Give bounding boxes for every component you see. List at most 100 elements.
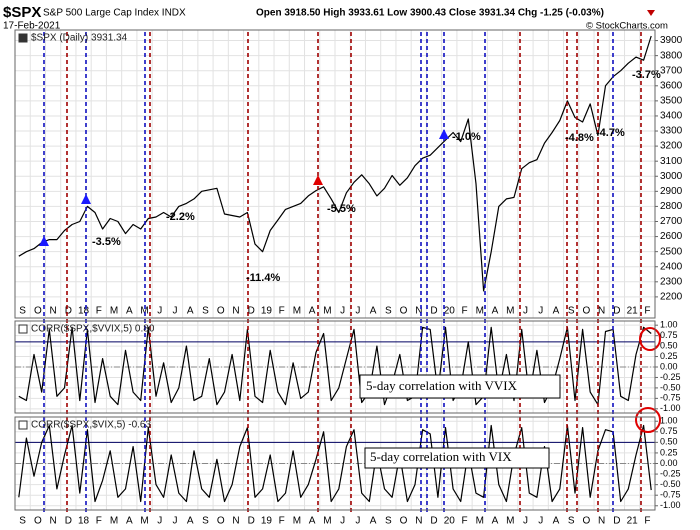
annotation-box <box>359 374 561 399</box>
panel-legend: $SPX (Daily) 3931.34 <box>31 33 128 44</box>
x-tick-label: J <box>157 516 162 527</box>
x-tick-label: J <box>355 516 360 527</box>
signal-triangle <box>439 129 449 139</box>
x-tick-label: J <box>173 306 178 317</box>
drawdown-label: -3.5% <box>92 236 121 248</box>
y-tick-label: -0.75 <box>660 393 681 403</box>
x-tick-label: S <box>568 306 575 317</box>
x-tick-label: S <box>19 306 26 317</box>
legend-icon <box>18 324 28 334</box>
x-tick-label: F <box>461 516 467 527</box>
y-tick-label: 3000 <box>660 171 683 182</box>
x-tick-label: A <box>126 516 133 527</box>
x-tick-label: A <box>492 516 499 527</box>
series-line <box>18 35 652 292</box>
highlight-circle <box>639 327 661 351</box>
signal-overlay: -3.5% -2.2% -11.4% -5.5% -1.0% -4.8% -4.… <box>39 32 661 512</box>
drawdown-label: -5.5% <box>327 203 356 215</box>
x-tick-label: M <box>293 306 301 317</box>
x-tick-label: A <box>309 516 316 527</box>
x-tick-label: A <box>553 516 560 527</box>
x-tick-label: O <box>400 306 408 317</box>
drawdown-label: -1.0% <box>452 131 481 143</box>
symbol: $SPX <box>3 4 41 21</box>
y-tick-label: 0.75 <box>660 426 678 436</box>
x-tick-label: S <box>202 306 209 317</box>
y-tick-label: 0.00 <box>660 361 678 371</box>
x-tick-label: S <box>19 516 26 527</box>
x-tick-label: J <box>340 306 345 317</box>
y-tick-label: -0.50 <box>660 479 681 489</box>
y-tick-label: 2500 <box>660 246 683 257</box>
x-tick-label: S <box>202 516 209 527</box>
x-tick-label: A <box>370 306 377 317</box>
y-tick-label: 2800 <box>660 201 683 212</box>
x-tick-label: A <box>553 306 560 317</box>
x-tick-label: O <box>34 306 42 317</box>
y-tick-label: 3100 <box>660 156 683 167</box>
x-tick-label: 18 <box>78 516 90 527</box>
date: 17-Feb-2021 <box>3 21 61 32</box>
y-tick-label: 3300 <box>660 126 683 137</box>
y-tick-label: 3700 <box>660 65 683 76</box>
x-tick-label: 18 <box>78 306 90 317</box>
x-tick-label: N <box>415 516 422 527</box>
x-tick-label: M <box>293 516 301 527</box>
x-tick-label: D <box>248 516 255 527</box>
x-tick-label: J <box>173 516 178 527</box>
x-tick-label: D <box>613 516 620 527</box>
x-tick-label: A <box>187 516 194 527</box>
y-tick-label: 0.25 <box>660 351 678 361</box>
drawdown-label: -11.4% <box>246 272 280 284</box>
x-tick-label: O <box>217 516 225 527</box>
y-tick-label: 2400 <box>660 261 683 272</box>
x-tick-label: J <box>157 306 162 317</box>
x-tick-label: A <box>370 516 377 527</box>
x-tick-label: F <box>96 516 102 527</box>
y-tick-label: 0.50 <box>660 340 678 350</box>
y-tick-label: 3200 <box>660 141 683 152</box>
y-tick-label: 3900 <box>660 35 683 46</box>
y-tick-label: 0.75 <box>660 330 678 340</box>
y-tick-label: 3400 <box>660 111 683 122</box>
legend-icon <box>18 420 28 430</box>
x-tick-label: S <box>385 306 392 317</box>
x-tick-label: O <box>583 516 591 527</box>
x-tick-label: M <box>506 306 514 317</box>
x-tick-label: S <box>385 516 392 527</box>
y-tick-label: 2200 <box>660 292 683 303</box>
quote: Open 3918.50 High 3933.61 Low 3900.43 Cl… <box>256 8 604 19</box>
drawdown-label: -3.7% <box>632 69 661 81</box>
annotation-box <box>364 447 550 469</box>
y-tick-label: 1.00 <box>660 320 678 330</box>
x-tick-label: J <box>523 306 528 317</box>
panel-legend: CORR($SPX,$VVIX,5) 0.80 <box>31 324 155 335</box>
x-tick-label: M <box>110 516 118 527</box>
x-tick-label: M <box>140 306 148 317</box>
x-tick-label: D <box>65 306 72 317</box>
x-tick-label: D <box>430 306 437 317</box>
x-tick-label: 21 <box>627 516 639 527</box>
x-tick-label: N <box>49 516 56 527</box>
y-tick-label: 2900 <box>660 186 683 197</box>
x-tick-label: 19 <box>261 516 273 527</box>
x-tick-label: O <box>34 516 42 527</box>
y-tick-label: 2600 <box>660 231 683 242</box>
y-tick-label: 0.50 <box>660 437 678 447</box>
series-line <box>18 326 652 406</box>
x-tick-label: J <box>523 516 528 527</box>
y-tick-label: -0.25 <box>660 468 681 478</box>
panel-legend: CORR($SPX,$VIX,5) -0.63 <box>31 420 151 431</box>
x-tick-label: D <box>248 306 255 317</box>
y-tick-label: 2300 <box>660 276 683 287</box>
x-tick-label: D <box>430 516 437 527</box>
x-tick-label: D <box>613 306 620 317</box>
signal-triangle <box>81 194 91 204</box>
x-tick-label: M <box>140 516 148 527</box>
legend-icon <box>18 33 28 43</box>
annotation-text: 5-day correlation with VVIX <box>366 378 518 393</box>
panel-frame <box>14 320 656 414</box>
x-tick-label: F <box>461 306 467 317</box>
y-tick-label: 3600 <box>660 80 683 91</box>
